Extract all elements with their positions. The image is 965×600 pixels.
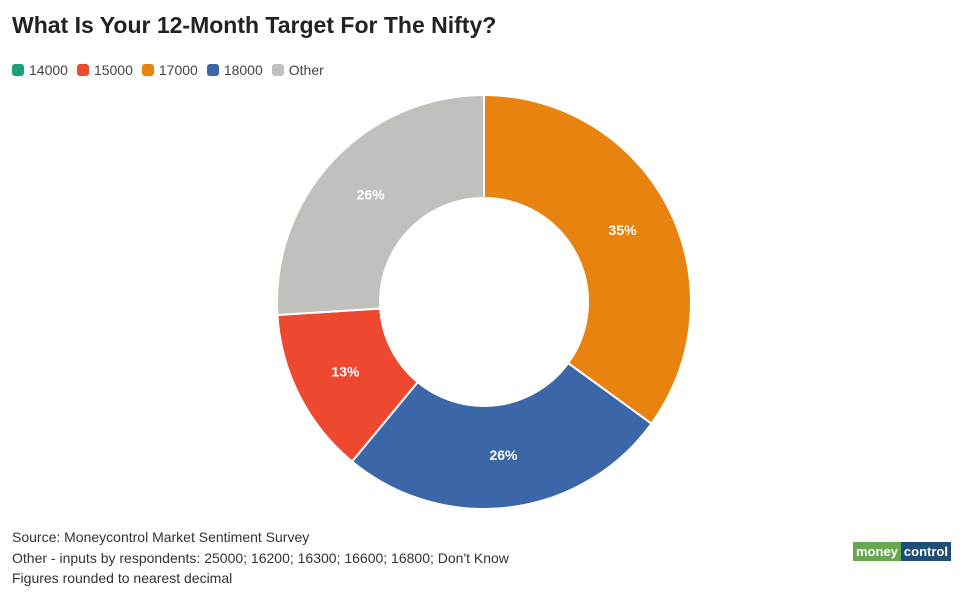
- slice-other: [276, 93, 485, 317]
- source-note: Source: Moneycontrol Market Sentiment Su…: [12, 529, 310, 545]
- other-note: Other - inputs by respondents: 25000; 16…: [12, 549, 509, 566]
- slice-label-18000: 26%: [489, 447, 518, 463]
- legend-label-14000: 14000: [29, 62, 68, 78]
- slice-15000: [276, 307, 420, 463]
- slice-18000: [350, 361, 653, 510]
- chart-legend: 14000 15000 17000 18000 Other: [12, 62, 333, 78]
- logo-part-control: control: [900, 542, 951, 561]
- slice-label-17000: 35%: [609, 222, 638, 238]
- legend-swatch-14000: [12, 64, 24, 76]
- logo-part-money: money: [853, 542, 901, 561]
- legend-swatch-15000: [76, 64, 89, 76]
- legend-label-15000: 15000: [93, 62, 133, 78]
- chart-title: What Is Your 12-Month Target For The Nif…: [12, 12, 497, 38]
- chart-notes: Source: Moneycontrol Market Sentiment Su…: [12, 527, 509, 589]
- legend-item-14000: 14000: [12, 62, 68, 78]
- slice-label-15000: 13%: [331, 363, 360, 379]
- legend-item-other: Other: [271, 62, 324, 78]
- legend-label-18000: 18000: [223, 62, 263, 78]
- legend-swatch-other: [271, 64, 284, 76]
- legend-item-17000: 17000: [141, 62, 198, 78]
- legend-item-18000: 18000: [206, 62, 263, 78]
- legend-label-17000: 17000: [158, 62, 198, 78]
- slice-17000: [483, 93, 692, 426]
- legend-label-other: Other: [288, 62, 324, 78]
- legend-swatch-17000: [141, 64, 154, 76]
- rounding-note: Figures rounded to nearest decimal: [12, 570, 233, 586]
- legend-item-15000: 15000: [76, 62, 133, 78]
- moneycontrol-logo: money control: [853, 542, 951, 561]
- slice-label-other: 26%: [357, 186, 386, 202]
- legend-swatch-18000: [206, 64, 219, 76]
